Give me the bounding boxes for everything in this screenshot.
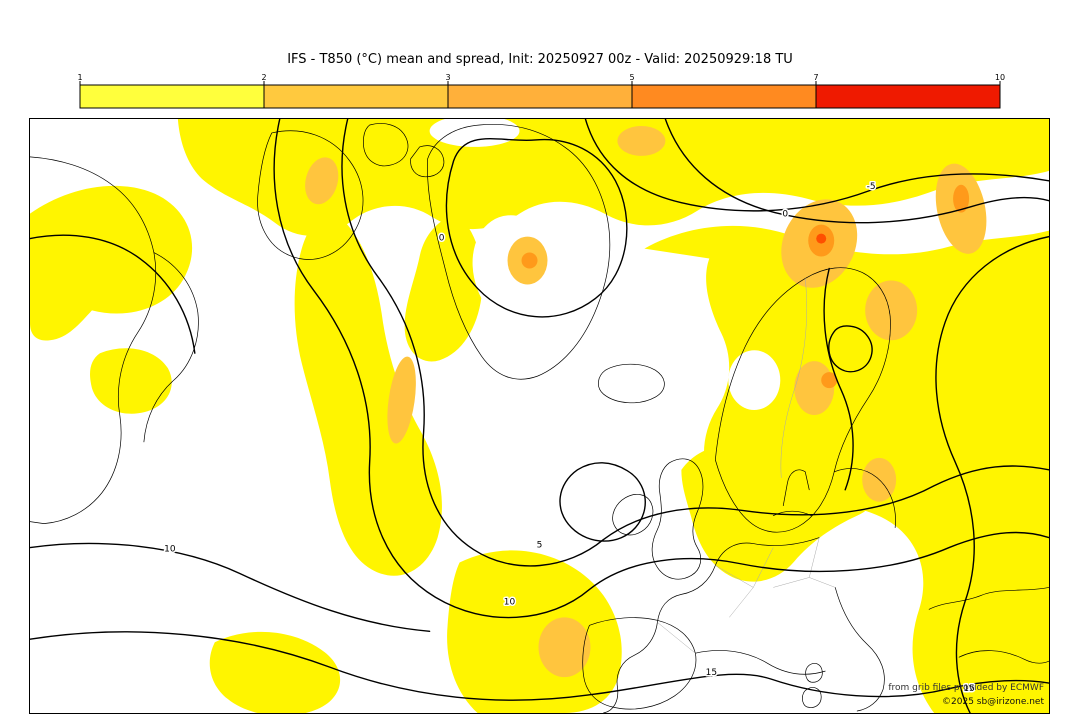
colorbar-segment	[263, 84, 449, 109]
temperature-contour	[935, 235, 1049, 713]
coastline-italy	[834, 587, 885, 712]
coastline-iberia	[582, 617, 697, 710]
coastline-scandinavia	[714, 267, 891, 533]
coastline-canada	[30, 156, 157, 524]
credit-copyright: ©2025 sb@irizone.net	[942, 697, 1044, 708]
country-border	[780, 278, 807, 478]
contour-label: 0	[439, 234, 445, 244]
colorbar-segments	[79, 84, 1001, 109]
orange-patch	[387, 356, 416, 444]
contour-label: 10	[504, 597, 516, 607]
map-canvas: -5 0 0 5 10 10 15 15	[30, 119, 1049, 713]
contour-label: 10	[164, 545, 176, 555]
colorbar-tick-label: 10	[995, 73, 1005, 82]
spread-blob	[30, 185, 193, 341]
map-frame: -5 0 0 5 10 10 15 15	[29, 118, 1050, 714]
country-border	[657, 537, 836, 654]
colorbar-segment	[79, 84, 265, 109]
orange-patch	[865, 280, 918, 341]
contour-label: 0	[782, 210, 788, 220]
coastline-britain	[651, 458, 704, 580]
deep-orange-core	[821, 372, 838, 389]
border-layer	[657, 278, 836, 654]
spread-blob	[90, 348, 172, 414]
coastline-ireland	[612, 494, 654, 536]
contour-layer	[30, 119, 1049, 713]
colorbar-tick-label: 2	[261, 73, 266, 82]
colorbar-tick-label: 1	[77, 73, 82, 82]
temperature-contour	[341, 119, 1049, 567]
spread-blob	[294, 208, 442, 576]
coastline-continental-europe	[603, 537, 820, 713]
temperature-contour	[30, 542, 431, 632]
contour-label: 15	[706, 668, 717, 678]
colorbar-tick-labels: 1 2 3 5 7 10	[77, 73, 1005, 82]
temperature-contour	[445, 138, 628, 318]
spread-blob	[404, 213, 483, 362]
orange-patch	[617, 125, 666, 156]
contour-label: 5	[537, 541, 543, 551]
coastline-arctic-island	[410, 145, 445, 178]
colorbar-segment	[631, 84, 817, 109]
coastline-baltic	[833, 468, 896, 528]
colorbar: 1 2 3 5 7 10	[77, 73, 1005, 109]
spread-blob	[447, 550, 622, 713]
coastline-iceland	[598, 363, 665, 404]
temperature-contour	[664, 119, 1049, 224]
orange-patch	[305, 157, 339, 205]
coastline-layer	[30, 123, 1049, 713]
colorbar-segment	[447, 84, 633, 109]
colorbar-tick-label: 5	[629, 73, 634, 82]
spread-yellow-layer	[30, 119, 1049, 713]
credit-ecmwf: from grib files provided by ECMWF	[888, 683, 1044, 694]
temperature-contour	[584, 119, 1049, 212]
temperature-contour	[273, 119, 1049, 619]
credits: from grib files provided by ECMWF ©2025 …	[888, 682, 1044, 710]
white-gap	[429, 119, 520, 147]
coastline-east-europe	[928, 587, 1049, 664]
orange-patch	[538, 617, 591, 678]
colorbar-tick-label: 7	[813, 73, 818, 82]
contour-label: 15	[963, 684, 974, 694]
chart-title: IFS - T850 (°C) mean and spread, Init: 2…	[287, 52, 793, 67]
temperature-contour	[30, 631, 1049, 701]
coastline-baffin-island	[257, 130, 364, 260]
temperature-contour	[559, 462, 646, 542]
temperature-contour	[828, 325, 873, 373]
coastline-arctic-island	[363, 123, 409, 167]
coastline-greenland	[427, 124, 611, 380]
coastline-corsica-sardinia	[802, 663, 823, 708]
deep-orange-core	[521, 252, 538, 269]
contour-label-layer: -5 0 0 5 10 10 15 15	[163, 180, 977, 695]
colorbar-ticks	[79, 81, 1001, 85]
temperature-contour	[823, 267, 854, 491]
hot-spot	[816, 233, 827, 244]
coastline-mediterranean	[694, 650, 826, 675]
white-gap	[728, 350, 781, 411]
contour-label: -5	[867, 182, 876, 192]
spread-blob	[209, 631, 340, 713]
spread-hot-spot-layer	[816, 233, 827, 244]
deep-orange-core	[953, 184, 970, 213]
colorbar-tick-label: 3	[445, 73, 450, 82]
colorbar-segment	[815, 84, 1001, 109]
coastline-hudson-bay	[143, 252, 199, 443]
temperature-contour	[30, 234, 196, 354]
